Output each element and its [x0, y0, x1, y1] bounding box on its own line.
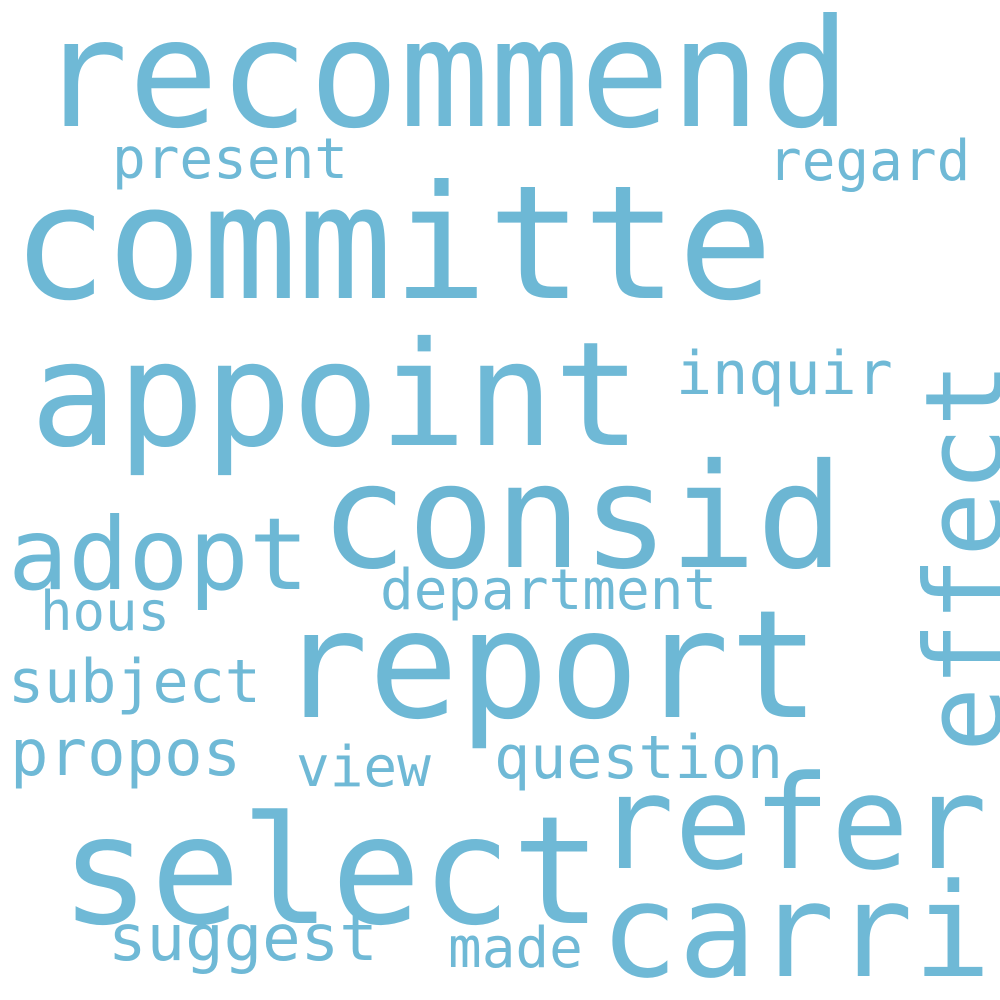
- word-adopt: adopt: [8, 496, 310, 613]
- word-made: made: [448, 916, 583, 981]
- word-committe: committe: [12, 152, 773, 336]
- word-appoint: appoint: [30, 311, 642, 480]
- word-subject: subject: [8, 647, 261, 717]
- word-inquir: inquir: [676, 339, 893, 409]
- word-regard: regard: [768, 129, 971, 194]
- word-report: report: [278, 579, 820, 753]
- word-department: department: [380, 558, 718, 623]
- word-refer: refer: [596, 747, 988, 899]
- word-view: view: [296, 735, 431, 800]
- word-suggest: suggest: [108, 902, 378, 976]
- word-propos: propos: [10, 717, 242, 791]
- word-consid: consid: [320, 433, 844, 602]
- word-present: present: [112, 127, 349, 192]
- word-carri: carri: [600, 855, 992, 1000]
- word-select: select: [60, 785, 602, 959]
- word-effect: effect: [903, 361, 1000, 752]
- word-recommend: recommend: [38, 0, 851, 162]
- word-question: question: [494, 723, 783, 793]
- word-hous: hous: [40, 580, 171, 643]
